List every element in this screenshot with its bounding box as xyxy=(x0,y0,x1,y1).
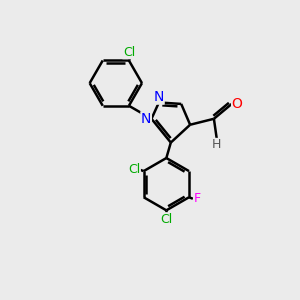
Text: H: H xyxy=(212,138,222,152)
Text: N: N xyxy=(141,112,151,126)
Text: Cl: Cl xyxy=(160,213,172,226)
Text: Cl: Cl xyxy=(128,163,140,176)
Text: O: O xyxy=(232,97,242,111)
Text: N: N xyxy=(154,90,164,104)
Text: Cl: Cl xyxy=(123,46,135,59)
Text: F: F xyxy=(194,192,201,205)
